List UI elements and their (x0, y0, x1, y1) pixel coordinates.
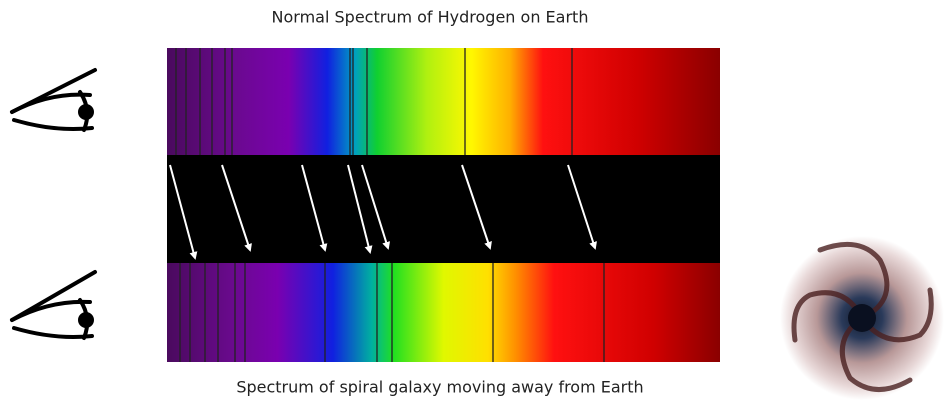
shift-arrows (169, 164, 597, 260)
bottom-absorption-lines (179, 263, 605, 362)
normal-spectrum (167, 48, 720, 155)
top-label: Normal Spectrum of Hydrogen on Earth (272, 8, 589, 27)
eye-top (10, 68, 97, 132)
spiral-galaxy (780, 236, 944, 400)
shifted-spectrum (167, 263, 720, 362)
eye-bottom (10, 270, 97, 340)
top-absorption-lines (175, 48, 573, 155)
shift-band (167, 155, 720, 263)
bottom-label: Spectrum of spiral galaxy moving away fr… (236, 378, 643, 397)
